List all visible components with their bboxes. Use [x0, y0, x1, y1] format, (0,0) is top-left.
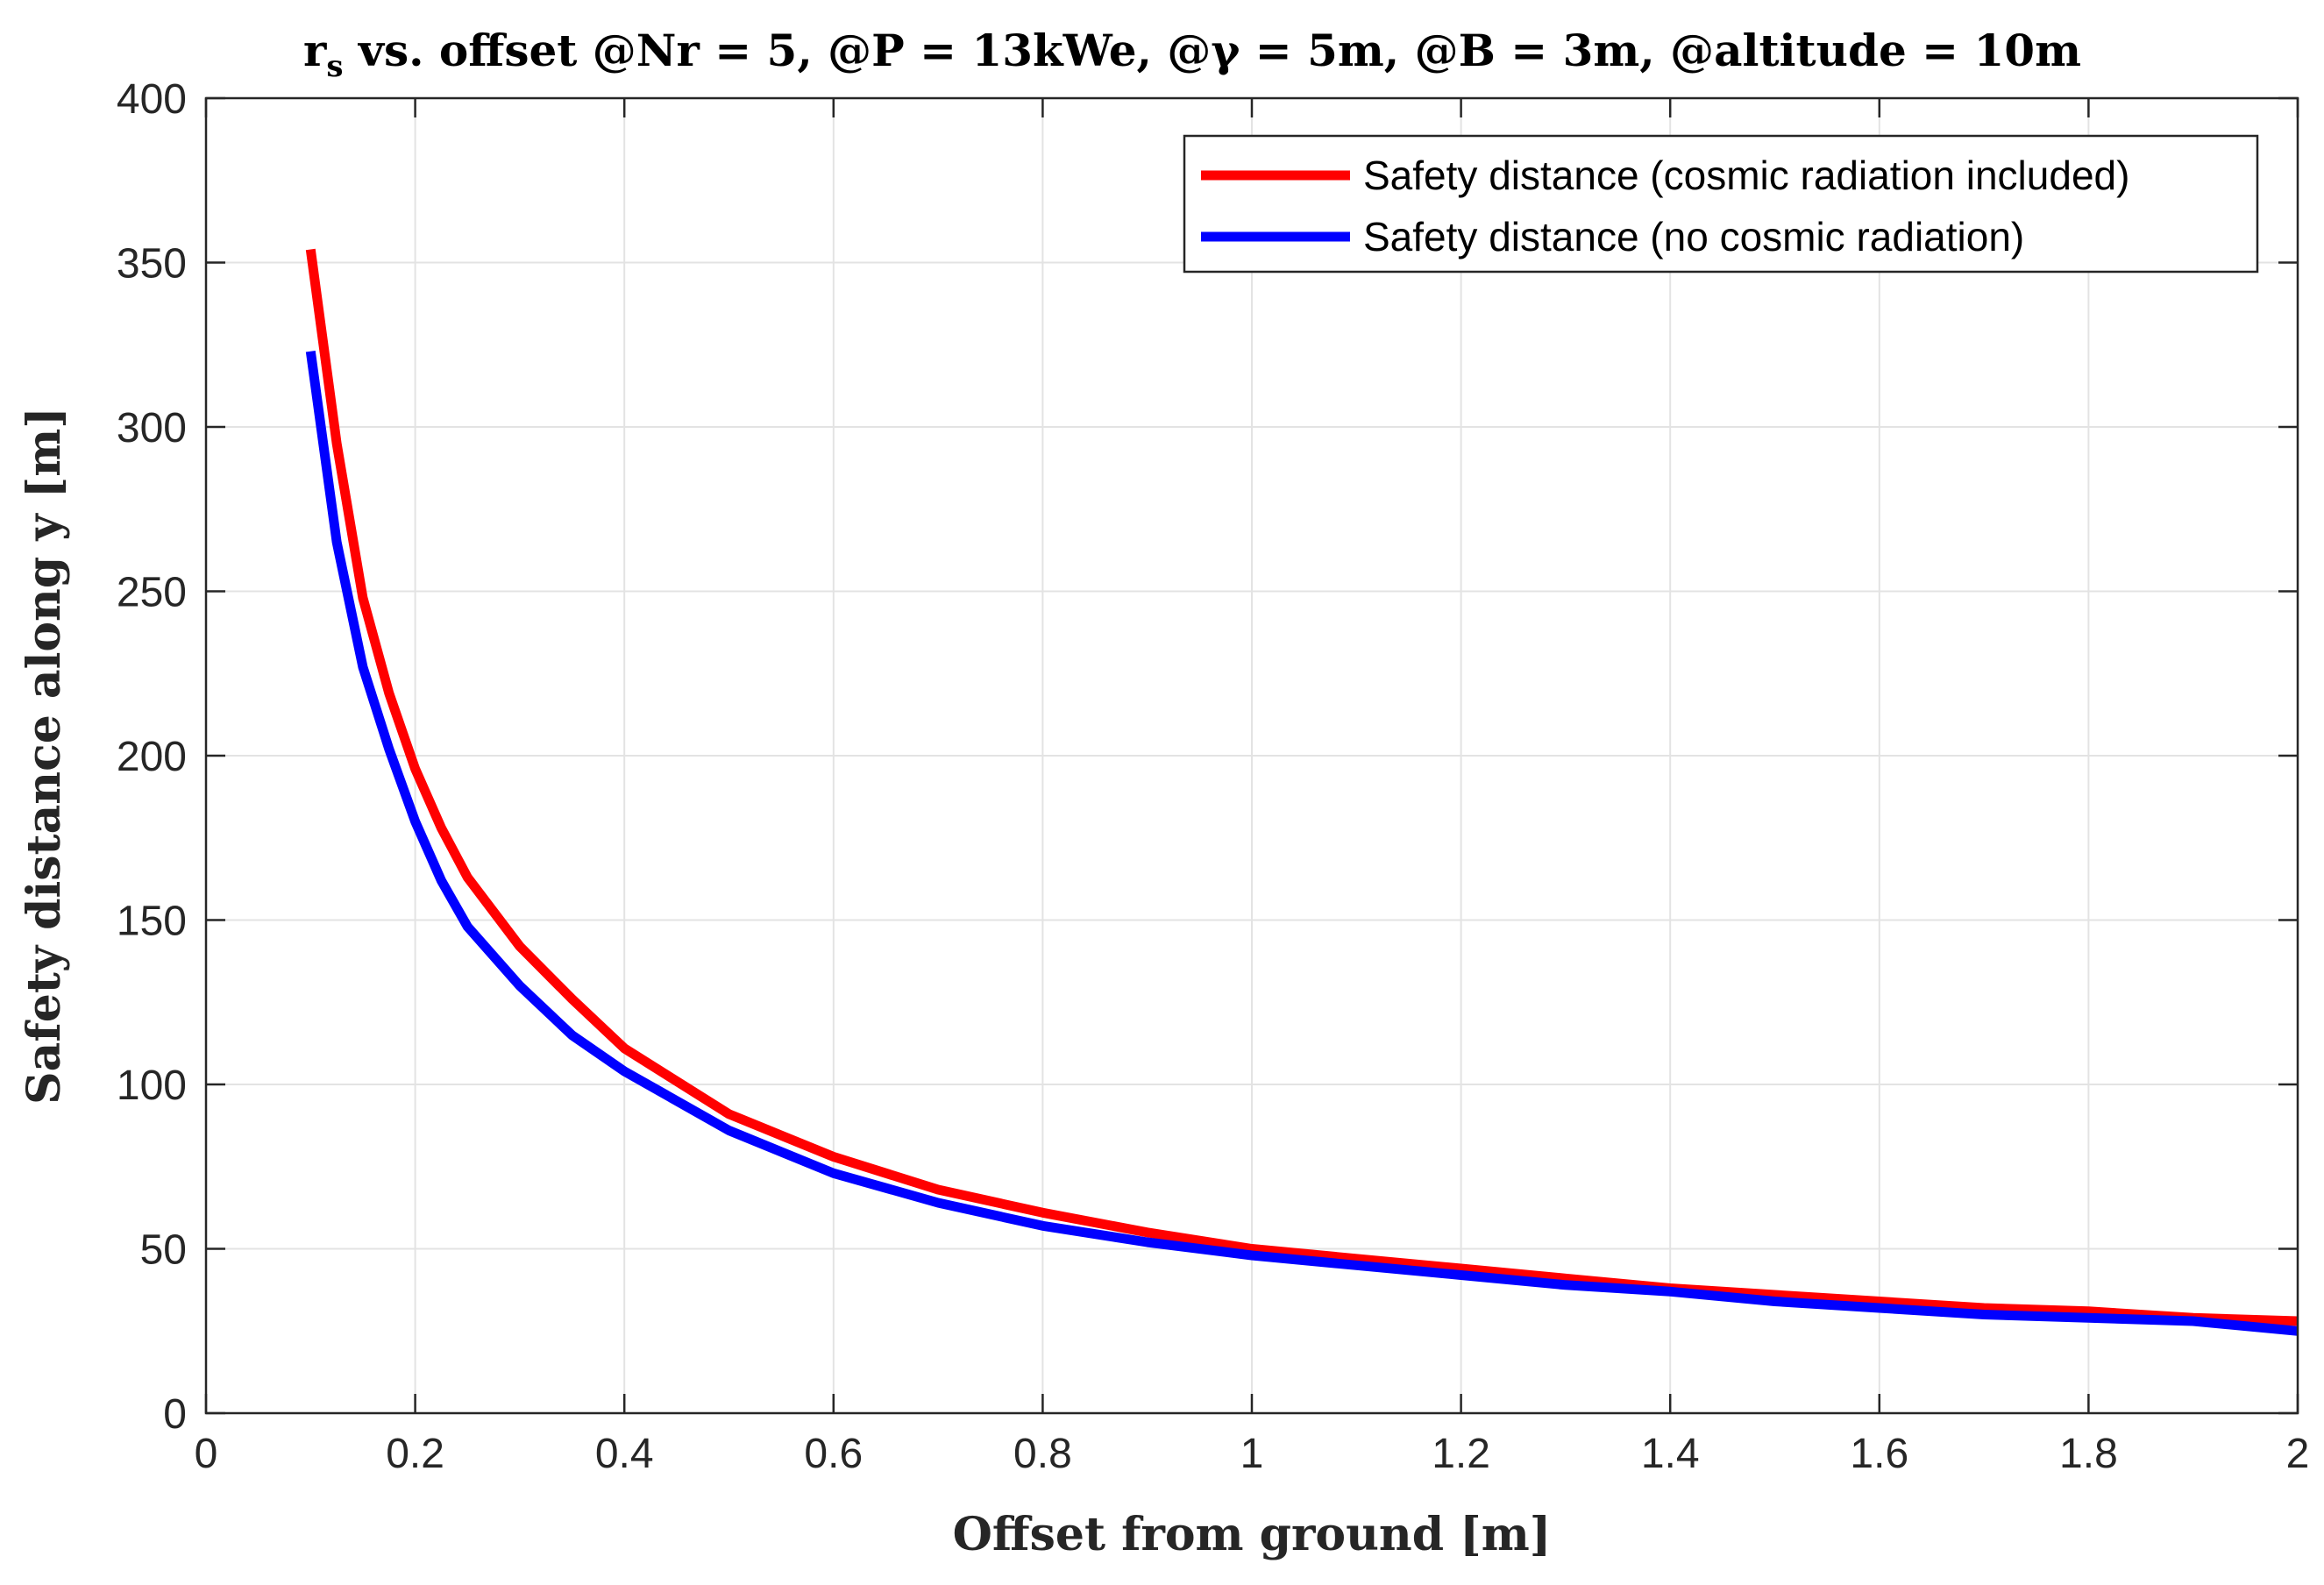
x-tick-marks [204, 98, 2299, 1413]
legend-box [1183, 134, 2259, 274]
legend-entries: Safety distance (cosmic radiation includ… [1201, 153, 2129, 259]
chart-title-group: rs vs. offset @Nr = 5, @P = 13kWe, @γ = … [303, 25, 2081, 84]
y-tick-labels: 0 50 100 150 200 250 300 350 400 [117, 76, 187, 1438]
chart-title-r: r [303, 25, 327, 76]
x-tick-label: 0.6 [804, 1431, 863, 1477]
y-tick-label: 250 [117, 570, 187, 616]
y-axis-label: Safety distance along y [m] [18, 407, 71, 1105]
y-tick-label: 150 [117, 899, 187, 945]
legend-label-2: Safety distance (no cosmic radiation) [1363, 214, 2024, 259]
y-tick-marks [206, 96, 2298, 1415]
x-tick-label: 1.2 [1432, 1431, 1490, 1477]
x-tick-label: 1.4 [1641, 1431, 1700, 1477]
y-tick-label: 350 [117, 241, 187, 288]
x-tick-label: 1 [1240, 1431, 1264, 1477]
legend-label-1: Safety distance (cosmic radiation includ… [1363, 153, 2129, 198]
chart-title: rs vs. offset @Nr = 5, @P = 13kWe, @γ = … [303, 25, 2081, 84]
y-tick-label: 300 [117, 405, 187, 451]
y-tick-label: 0 [163, 1391, 187, 1438]
y-tick-label: 400 [117, 76, 187, 123]
x-tick-labels: 0 0.2 0.4 0.6 0.8 1 1.2 1.4 1.6 1.8 2 [195, 1431, 2310, 1477]
y-tick-label: 50 [140, 1227, 187, 1274]
series-line-1 [305, 248, 2299, 1326]
x-tick-label: 1.8 [2059, 1431, 2118, 1477]
x-tick-label: 1.6 [1850, 1431, 1908, 1477]
x-tick-label: 0 [195, 1431, 218, 1477]
series-line-2 [305, 351, 2299, 1336]
chart-title-rest: vs. offset @Nr = 5, @P = 13kWe, @γ = 5m,… [344, 25, 2081, 76]
x-tick-label: 2 [2286, 1431, 2310, 1477]
series-group [305, 248, 2299, 1336]
x-axis-label: Offset from ground [m] [953, 1508, 1552, 1561]
y-tick-label: 200 [117, 734, 187, 780]
y-tick-label: 100 [117, 1063, 187, 1109]
x-tick-label: 0.4 [595, 1431, 654, 1477]
legend: Safety distance (cosmic radiation includ… [1183, 134, 2259, 274]
x-tick-label: 0.8 [1013, 1431, 1072, 1477]
x-tick-label: 0.2 [386, 1431, 444, 1477]
chart-title-subscript: s [326, 49, 343, 84]
